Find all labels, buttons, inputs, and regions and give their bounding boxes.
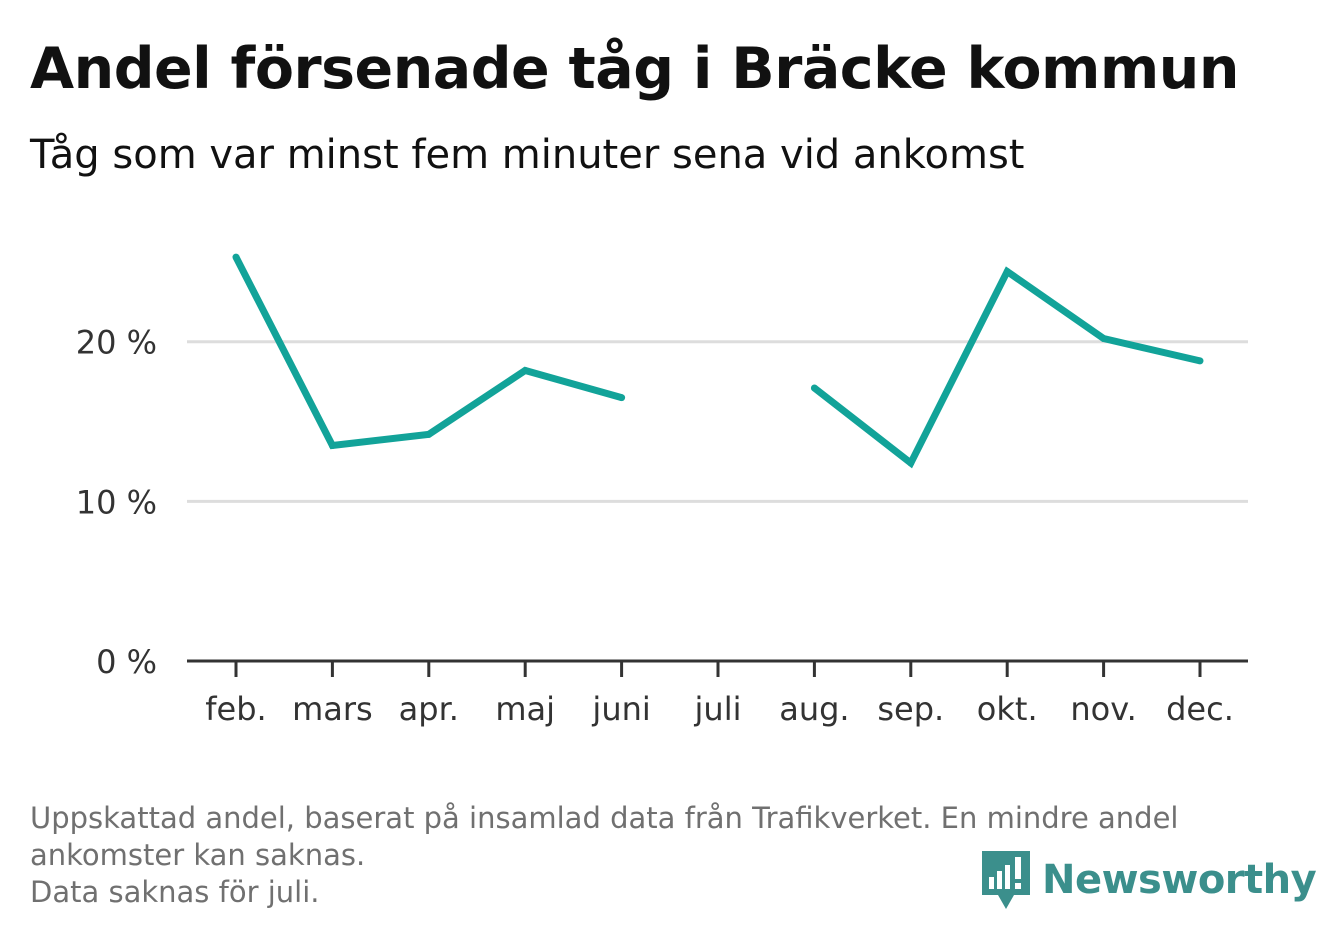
- x-tick-label: mars: [292, 690, 373, 728]
- x-tick-label: apr.: [399, 690, 459, 728]
- x-tick-label: feb.: [205, 690, 266, 728]
- data-point: [328, 442, 336, 449]
- newsworthy-logo-icon: [982, 851, 1030, 909]
- y-tick-label: 10 %: [76, 483, 157, 521]
- data-point: [1196, 357, 1204, 365]
- chart-title: Andel försenade tåg i Bräcke kommun: [30, 36, 1239, 102]
- x-tick-label: juli: [694, 690, 742, 728]
- x-tick-label: dec.: [1166, 690, 1234, 728]
- line-chart: 0 % 10 % 20 % feb. mars apr. maj juni juli aug. se…: [76, 253, 1248, 728]
- x-tick-label: juni: [591, 690, 650, 728]
- footnote-line-3: Data saknas för juli.: [30, 875, 320, 909]
- data-point: [907, 459, 915, 467]
- x-tick-label: nov.: [1070, 690, 1136, 728]
- data-point: [810, 384, 818, 392]
- brand-logo: Newsworthy: [980, 848, 1317, 912]
- data-point: [232, 253, 240, 261]
- data-point: [618, 394, 626, 402]
- footnote-line-2: ankomster kan saknas.: [30, 838, 366, 872]
- footnote-line-1: Uppskattad andel, baserat på insamlad da…: [30, 801, 1179, 835]
- x-tick-label: okt.: [977, 690, 1038, 728]
- chart-subtitle: Tåg som var minst fem minuter sena vid a…: [30, 132, 1025, 178]
- data-point: [521, 366, 529, 374]
- series-line-segment-1: [232, 255, 623, 450]
- x-tick-label: sep.: [877, 690, 944, 728]
- y-tick-label: 20 %: [76, 324, 157, 362]
- brand-name: Newsworthy: [1042, 857, 1317, 903]
- footnote: Uppskattad andel, baserat på insamlad da…: [30, 800, 1178, 911]
- data-point: [425, 430, 433, 438]
- y-tick-label: 0 %: [96, 643, 157, 681]
- x-tick-label: maj: [495, 690, 555, 728]
- x-tick-label: aug.: [779, 690, 849, 728]
- data-point: [1003, 268, 1011, 276]
- data-point: [1100, 335, 1108, 343]
- series-line-segment-2: [812, 266, 1201, 469]
